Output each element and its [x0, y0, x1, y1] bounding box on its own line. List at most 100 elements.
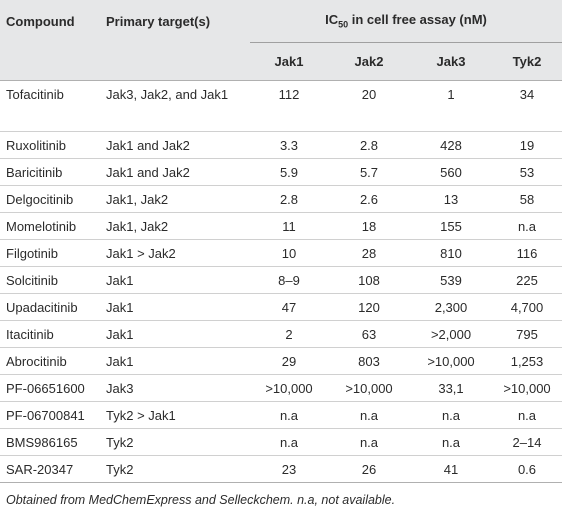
value-cell: >2,000: [410, 320, 492, 348]
table-row: Baricitinib Jak1 and Jak2 5.9 5.7 560 53: [0, 158, 562, 186]
header-text: IC: [325, 11, 339, 27]
value-cell: n.a: [410, 401, 492, 429]
table-row: Abrocitinib Jak1 29 803 >10,000 1,253: [0, 347, 562, 375]
value-cell: 11: [250, 212, 328, 240]
compound-cell: Abrocitinib: [0, 347, 100, 375]
column-header: Jak1: [274, 53, 304, 69]
target-cell: Jak1, Jak2: [100, 185, 250, 213]
value-cell: >10,000: [492, 374, 562, 402]
compound-cell: PF-06700841: [0, 401, 100, 429]
compound-cell: Filgotinib: [0, 239, 100, 267]
compound-cell: Itacitinib: [0, 320, 100, 348]
column-header: Jak3: [436, 53, 466, 69]
footnote: Obtained from MedChemExpress and Selleck…: [6, 492, 396, 507]
value-cell: 2.8: [250, 185, 328, 213]
table-row: PF-06651600 Jak3 >10,000 >10,000 33,1 >10,000: [0, 374, 562, 402]
value-cell: 1: [410, 80, 492, 132]
value-cell: n.a: [328, 401, 410, 429]
value-cell: 8–9: [250, 266, 328, 294]
compound-cell: BMS986165: [0, 428, 100, 456]
table-row: Momelotinib Jak1, Jak2 11 18 155 n.a: [0, 212, 562, 240]
target-cell: Tyk2 > Jak1: [100, 401, 250, 429]
value-cell: 0.6: [492, 455, 562, 483]
table-row: Ruxolitinib Jak1 and Jak2 3.3 2.8 428 19: [0, 131, 562, 159]
target-cell: Jak1: [100, 293, 250, 321]
value-cell: 560: [410, 158, 492, 186]
value-cell: 29: [250, 347, 328, 375]
header-text: in cell free assay (nM): [348, 11, 487, 27]
column-header: Jak2: [354, 53, 384, 69]
table-row: Filgotinib Jak1 > Jak2 10 28 810 116: [0, 239, 562, 267]
header-subscript: 50: [338, 19, 349, 30]
value-cell: 2.6: [328, 185, 410, 213]
header-cell: IC50 in cell free assay (nM): [250, 0, 562, 43]
header-cell: [100, 42, 250, 80]
value-cell: 2–14: [492, 428, 562, 456]
value-cell: 155: [410, 212, 492, 240]
value-cell: 4,700: [492, 293, 562, 321]
compound-cell: Baricitinib: [0, 158, 100, 186]
value-cell: 803: [328, 347, 410, 375]
header-cell: Compound: [6, 13, 75, 29]
value-cell: 34: [492, 80, 562, 132]
value-cell: n.a: [410, 428, 492, 456]
value-cell: n.a: [492, 401, 562, 429]
value-cell: >10,000: [328, 374, 410, 402]
header-cell: Primary target(s): [106, 13, 211, 29]
table-row: SAR-20347 Tyk2 23 26 41 0.6: [0, 455, 562, 483]
value-cell: 112: [250, 80, 328, 132]
compound-cell: Solcitinib: [0, 266, 100, 294]
value-cell: 428: [410, 131, 492, 159]
target-cell: Tyk2: [100, 428, 250, 456]
compound-cell: Delgocitinib: [0, 185, 100, 213]
value-cell: 795: [492, 320, 562, 348]
value-cell: 47: [250, 293, 328, 321]
value-cell: 53: [492, 158, 562, 186]
target-cell: Jak1 > Jak2: [100, 239, 250, 267]
table-row: Solcitinib Jak1 8–9 108 539 225: [0, 266, 562, 294]
table-row: BMS986165 Tyk2 n.a n.a n.a 2–14: [0, 428, 562, 456]
value-cell: >10,000: [410, 347, 492, 375]
table-row: Delgocitinib Jak1, Jak2 2.8 2.6 13 58: [0, 185, 562, 213]
target-cell: Jak3: [100, 374, 250, 402]
value-cell: 225: [492, 266, 562, 294]
value-cell: 33,1: [410, 374, 492, 402]
table-header: Compound Primary target(s) IC50 in cell …: [0, 0, 562, 80]
value-cell: 3.3: [250, 131, 328, 159]
target-cell: Jak3, Jak2, and Jak1: [100, 80, 250, 132]
value-cell: 539: [410, 266, 492, 294]
target-cell: Jak1: [100, 266, 250, 294]
value-cell: n.a: [250, 428, 328, 456]
value-cell: 2,300: [410, 293, 492, 321]
table-row: PF-06700841 Tyk2 > Jak1 n.a n.a n.a n.a: [0, 401, 562, 429]
value-cell: 1,253: [492, 347, 562, 375]
value-cell: 63: [328, 320, 410, 348]
header-cell: [0, 42, 100, 80]
table-row: Itacitinib Jak1 2 63 >2,000 795: [0, 320, 562, 348]
target-cell: Jak1 and Jak2: [100, 131, 250, 159]
value-cell: 810: [410, 239, 492, 267]
value-cell: 116: [492, 239, 562, 267]
target-cell: Tyk2: [100, 455, 250, 483]
value-cell: 2: [250, 320, 328, 348]
value-cell: 20: [328, 80, 410, 132]
value-cell: 58: [492, 185, 562, 213]
value-cell: 5.9: [250, 158, 328, 186]
compound-cell: Tofacitinib: [0, 80, 100, 132]
value-cell: 41: [410, 455, 492, 483]
compound-cell: PF-06651600: [0, 374, 100, 402]
value-cell: 23: [250, 455, 328, 483]
compound-cell: Ruxolitinib: [0, 131, 100, 159]
value-cell: 2.8: [328, 131, 410, 159]
compound-cell: Upadacitinib: [0, 293, 100, 321]
value-cell: 13: [410, 185, 492, 213]
table-body: Tofacitinib Jak3, Jak2, and Jak1 112 20 1 34 R…: [0, 80, 562, 483]
target-cell: Jak1: [100, 347, 250, 375]
target-cell: Jak1, Jak2: [100, 212, 250, 240]
compound-cell: Momelotinib: [0, 212, 100, 240]
value-cell: n.a: [492, 212, 562, 240]
value-cell: 5.7: [328, 158, 410, 186]
data-table: Compound Primary target(s) IC50 in cell …: [0, 0, 562, 483]
table-row: Tofacitinib Jak3, Jak2, and Jak1 112 20 1 34: [0, 80, 562, 132]
